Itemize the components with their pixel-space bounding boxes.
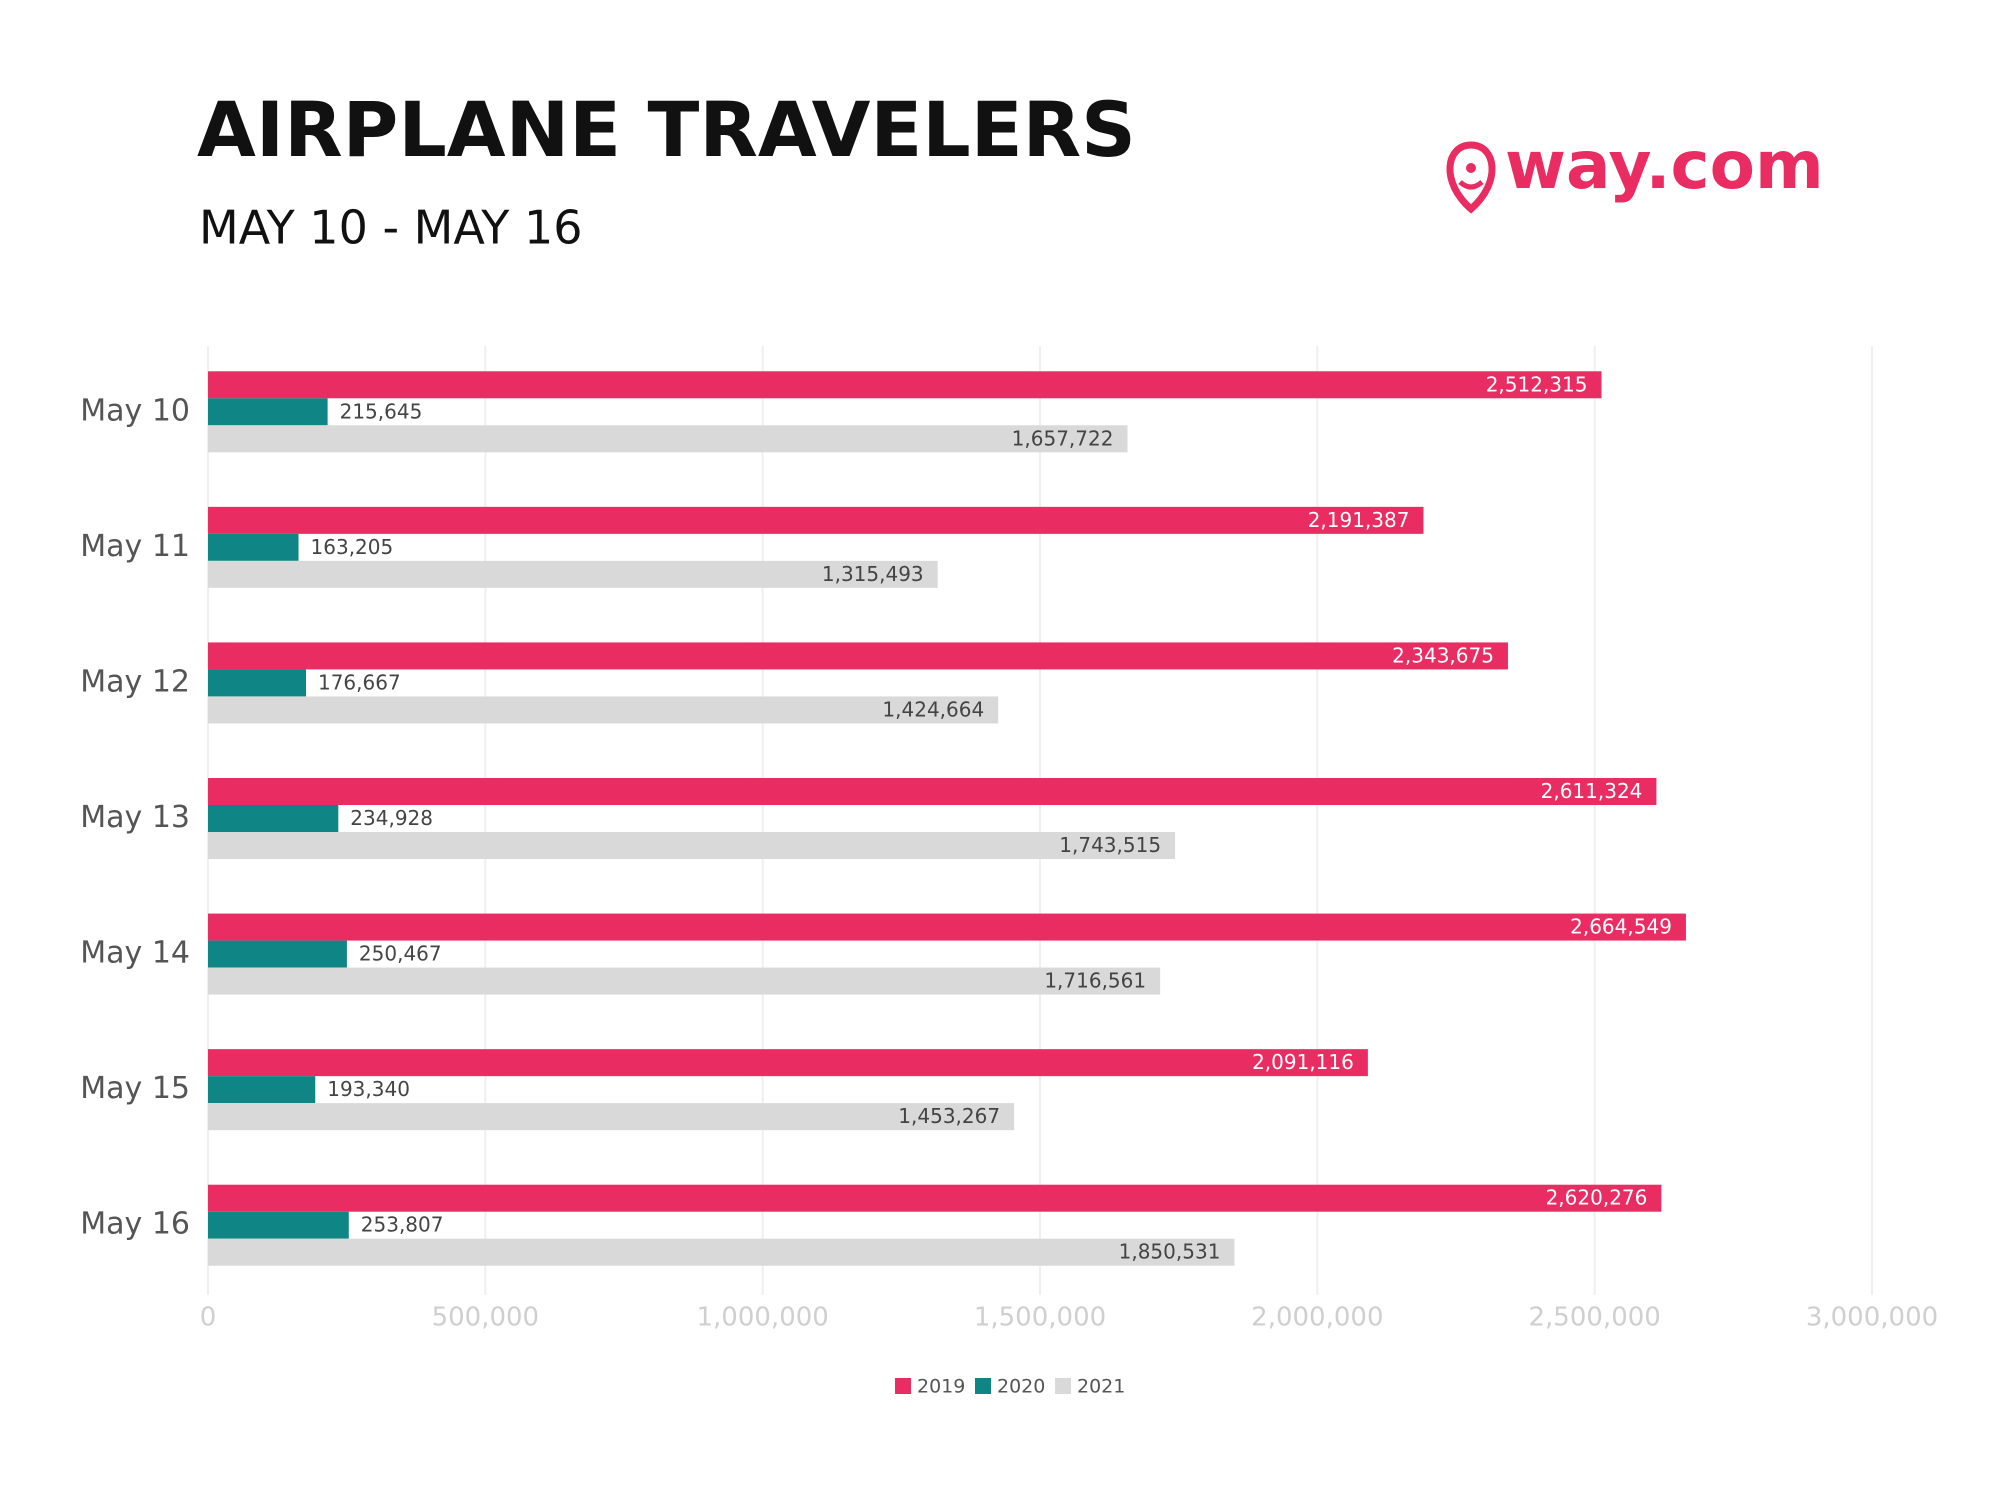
y-tick-label: May 11 — [80, 529, 190, 564]
y-tick-label: May 16 — [80, 1207, 190, 1242]
y-tick-label: May 10 — [80, 393, 190, 428]
value-label: 2,191,387 — [1308, 508, 1410, 532]
chart-subtitle: MAY 10 - MAY 16 — [199, 201, 583, 255]
bar — [208, 1238, 1235, 1266]
bar — [208, 1076, 316, 1104]
y-tick-label: May 15 — [80, 1071, 190, 1106]
value-label: 193,340 — [327, 1077, 410, 1101]
value-label: 215,645 — [340, 399, 423, 423]
value-label: 253,807 — [361, 1213, 444, 1237]
x-tick-label: 2,500,000 — [1529, 1303, 1661, 1333]
x-tick-label: 2,000,000 — [1251, 1303, 1383, 1333]
bar — [208, 1184, 1662, 1212]
value-label: 1,315,493 — [822, 562, 924, 586]
value-label: 2,664,549 — [1570, 915, 1672, 939]
bar — [208, 669, 306, 697]
bar — [208, 832, 1176, 859]
legend-label: 2021 — [1077, 1376, 1125, 1398]
bar — [208, 425, 1128, 453]
value-label: 2,620,276 — [1546, 1186, 1648, 1210]
y-tick-label: May 12 — [80, 664, 190, 699]
bar — [208, 967, 1161, 995]
bar — [208, 506, 1424, 534]
logo-icon — [1446, 141, 1496, 214]
bar — [208, 778, 1657, 805]
x-tick-label: 3,000,000 — [1806, 1303, 1938, 1333]
legend-swatch — [975, 1378, 991, 1394]
legend-swatch — [895, 1378, 911, 1394]
x-tick-label: 1,500,000 — [974, 1303, 1106, 1333]
bar — [208, 696, 999, 724]
bar — [208, 1049, 1368, 1077]
x-tick-label: 1,000,000 — [697, 1303, 829, 1333]
y-tick-label: May 14 — [80, 936, 190, 971]
value-label: 1,453,267 — [898, 1104, 1000, 1128]
legend-label: 2020 — [997, 1376, 1045, 1398]
chart-title: AIRPLANE TRAVELERS — [197, 85, 1136, 174]
value-label: 1,743,515 — [1059, 833, 1161, 857]
bar — [208, 560, 938, 588]
bar — [208, 533, 299, 561]
bar — [208, 805, 339, 832]
value-label: 163,205 — [311, 535, 394, 559]
bar — [208, 1103, 1015, 1131]
x-tick-label: 500,000 — [432, 1303, 540, 1333]
bar — [208, 642, 1508, 670]
legend-label: 2019 — [917, 1376, 965, 1398]
value-label: 1,850,531 — [1119, 1240, 1221, 1264]
value-label: 2,343,675 — [1392, 643, 1494, 667]
bar — [208, 913, 1686, 941]
value-label: 1,657,722 — [1012, 426, 1114, 450]
value-label: 1,716,561 — [1044, 969, 1146, 993]
bar — [208, 1211, 349, 1239]
value-label: 2,512,315 — [1486, 372, 1588, 396]
x-tick-label: 0 — [200, 1303, 217, 1333]
logo-text: way.com — [1505, 127, 1824, 204]
value-label: 234,928 — [350, 806, 433, 830]
bar — [208, 940, 347, 968]
value-label: 1,424,664 — [882, 697, 984, 721]
value-label: 250,467 — [359, 942, 442, 966]
value-label: 2,091,116 — [1252, 1050, 1354, 1074]
value-label: 2,611,324 — [1541, 779, 1643, 803]
bar — [208, 371, 1602, 399]
y-tick-label: May 13 — [80, 800, 190, 835]
bar — [208, 398, 328, 426]
legend-swatch — [1055, 1378, 1071, 1394]
value-label: 176,667 — [318, 670, 401, 694]
